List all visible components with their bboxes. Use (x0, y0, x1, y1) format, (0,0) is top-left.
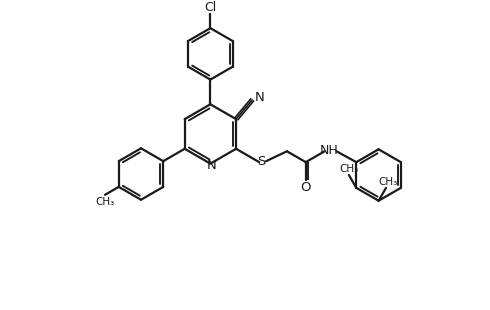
Text: N: N (206, 159, 216, 172)
Text: N: N (255, 91, 265, 104)
Text: O: O (300, 181, 311, 194)
Text: NH: NH (320, 144, 339, 157)
Text: Cl: Cl (204, 1, 217, 14)
Text: CH₃: CH₃ (378, 177, 397, 187)
Text: CH₃: CH₃ (96, 197, 115, 207)
Text: CH₃: CH₃ (339, 164, 359, 174)
Text: S: S (257, 155, 266, 168)
